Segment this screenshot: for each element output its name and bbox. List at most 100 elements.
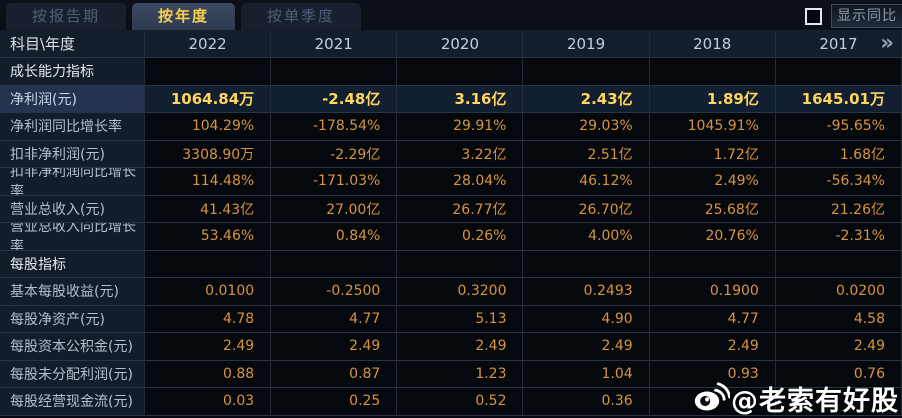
section-empty-cell bbox=[523, 250, 650, 278]
value-cell: 0.3200 bbox=[397, 278, 524, 306]
row-label: 基本每股收益(元) bbox=[0, 278, 145, 306]
value-cell: 1.68亿 bbox=[775, 140, 902, 168]
value-cell: -0.2500 bbox=[271, 278, 398, 306]
data-table: 科目\年度 2022 2021 2020 2019 2018 2017» 成长能力指标 净利润(… bbox=[0, 30, 902, 416]
section-empty-cell bbox=[145, 250, 272, 278]
value-cell: 1.72亿 bbox=[649, 140, 776, 168]
row-label: 营业总收入(元) bbox=[0, 195, 145, 223]
value-cell: 0.1900 bbox=[649, 278, 776, 306]
value-cell: 25.68亿 bbox=[649, 195, 776, 223]
value-cell: 1.04 bbox=[523, 360, 650, 388]
value-cell: 53.46% bbox=[145, 223, 272, 251]
more-years-icon[interactable]: » bbox=[880, 30, 894, 55]
value-cell bbox=[649, 388, 776, 416]
value-cell: 21.26亿 bbox=[775, 195, 902, 223]
table-corner-label: 科目\年度 bbox=[0, 30, 145, 58]
show-yoy-control: 显示同比 bbox=[805, 4, 902, 28]
value-cell: 28.04% bbox=[397, 168, 524, 196]
value-cell: 1064.84万 bbox=[145, 85, 272, 113]
value-cell: 2.49 bbox=[523, 333, 650, 361]
value-cell: 4.90 bbox=[523, 305, 650, 333]
value-cell: 41.43亿 bbox=[145, 195, 272, 223]
value-cell: -2.48亿 bbox=[271, 85, 398, 113]
value-cell: 2.49 bbox=[145, 333, 272, 361]
value-cell: -2.29亿 bbox=[271, 140, 398, 168]
section-empty-cell bbox=[649, 58, 776, 86]
header-year-2018[interactable]: 2018 bbox=[649, 30, 776, 58]
value-cell: 2.51亿 bbox=[523, 140, 650, 168]
value-cell: -178.54% bbox=[271, 113, 398, 141]
row-label: 扣非净利润同比增长率 bbox=[0, 168, 145, 196]
value-cell: 26.77亿 bbox=[397, 195, 524, 223]
row-label: 净利润同比增长率 bbox=[0, 113, 145, 141]
section-empty-cell bbox=[523, 58, 650, 86]
tab-single-quarter[interactable]: 按单季度 bbox=[241, 3, 362, 30]
row-label: 每股未分配利润(元) bbox=[0, 360, 145, 388]
value-cell: 0.0200 bbox=[775, 278, 902, 306]
section-empty-cell bbox=[649, 250, 776, 278]
value-cell: 2.49% bbox=[649, 168, 776, 196]
row-label: 每股经营现金流(元) bbox=[0, 388, 145, 416]
value-cell: 0.25 bbox=[271, 388, 398, 416]
value-cell: 5.13 bbox=[397, 305, 524, 333]
tab-report-period[interactable]: 按报告期 bbox=[6, 3, 127, 30]
row-label: 营业总收入同比增长率 bbox=[0, 223, 145, 251]
section-empty-cell bbox=[271, 250, 398, 278]
section-empty-cell bbox=[271, 58, 398, 86]
show-yoy-button[interactable]: 显示同比 bbox=[831, 4, 902, 28]
value-cell: -171.03% bbox=[271, 168, 398, 196]
header-year-2022[interactable]: 2022 bbox=[145, 30, 272, 58]
value-cell: 29.03% bbox=[523, 113, 650, 141]
value-cell: 0.26% bbox=[397, 223, 524, 251]
value-cell bbox=[775, 388, 902, 416]
value-cell: 114.48% bbox=[145, 168, 272, 196]
header-year-2020[interactable]: 2020 bbox=[397, 30, 524, 58]
show-yoy-checkbox[interactable] bbox=[805, 7, 822, 25]
value-cell: 0.36 bbox=[523, 388, 650, 416]
section-header-label: 成长能力指标 bbox=[0, 58, 145, 86]
value-cell: 27.00亿 bbox=[271, 195, 398, 223]
value-cell: -95.65% bbox=[775, 113, 902, 141]
value-cell: 20.76% bbox=[649, 223, 776, 251]
value-cell: 1.23 bbox=[397, 360, 524, 388]
header-year-2019[interactable]: 2019 bbox=[523, 30, 650, 58]
value-cell: 0.76 bbox=[775, 360, 902, 388]
value-cell: -2.31% bbox=[775, 223, 902, 251]
tab-bar-tabs: 按报告期 按年度 按单季度 bbox=[6, 3, 362, 30]
value-cell: 2.49 bbox=[775, 333, 902, 361]
header-year-2021[interactable]: 2021 bbox=[271, 30, 398, 58]
row-label: 每股资本公积金(元) bbox=[0, 333, 145, 361]
section-empty-cell bbox=[397, 58, 524, 86]
value-cell: 0.03 bbox=[145, 388, 272, 416]
value-cell: 4.77 bbox=[649, 305, 776, 333]
value-cell: 104.29% bbox=[145, 113, 272, 141]
header-year-2017[interactable]: 2017» bbox=[775, 30, 902, 58]
section-empty-cell bbox=[775, 250, 902, 278]
tab-bar: 按报告期 按年度 按单季度 显示同比 bbox=[0, 0, 902, 30]
row-label: 扣非净利润(元) bbox=[0, 140, 145, 168]
value-cell: 4.00% bbox=[523, 223, 650, 251]
value-cell: 4.77 bbox=[271, 305, 398, 333]
value-cell: 1645.01万 bbox=[775, 85, 902, 113]
value-cell: 0.93 bbox=[649, 360, 776, 388]
section-header-label: 每股指标 bbox=[0, 250, 145, 278]
value-cell: 2.49 bbox=[271, 333, 398, 361]
section-empty-cell bbox=[397, 250, 524, 278]
value-cell: 2.49 bbox=[649, 333, 776, 361]
value-cell: 0.88 bbox=[145, 360, 272, 388]
value-cell: 3.16亿 bbox=[397, 85, 524, 113]
value-cell: 0.87 bbox=[271, 360, 398, 388]
value-cell: 26.70亿 bbox=[523, 195, 650, 223]
value-cell: 2.49 bbox=[397, 333, 524, 361]
value-cell: -56.34% bbox=[775, 168, 902, 196]
row-label: 净利润(元) bbox=[0, 85, 145, 113]
value-cell: 3308.90万 bbox=[145, 140, 272, 168]
value-cell: 0.0100 bbox=[145, 278, 272, 306]
value-cell: 0.52 bbox=[397, 388, 524, 416]
section-empty-cell bbox=[145, 58, 272, 86]
value-cell: 2.43亿 bbox=[523, 85, 650, 113]
tab-yearly[interactable]: 按年度 bbox=[132, 3, 236, 30]
value-cell: 4.78 bbox=[145, 305, 272, 333]
value-cell: 0.2493 bbox=[523, 278, 650, 306]
value-cell: 0.84% bbox=[271, 223, 398, 251]
